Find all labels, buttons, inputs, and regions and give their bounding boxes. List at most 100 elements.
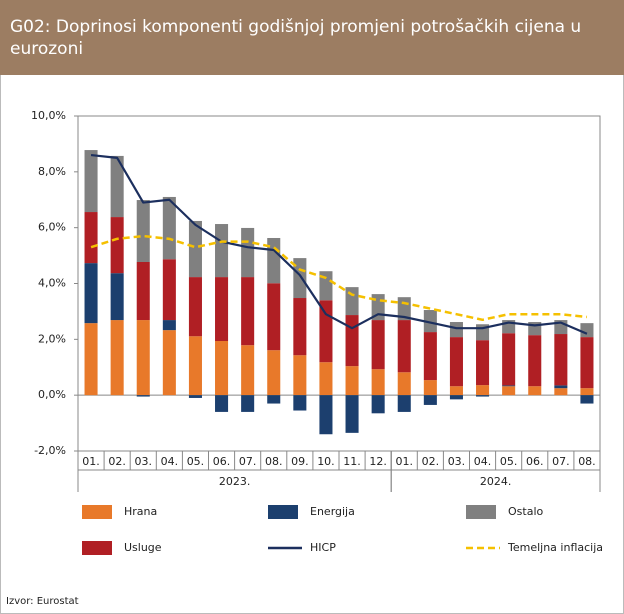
bar bbox=[162, 259, 176, 321]
x-tick-label: 01. bbox=[82, 455, 100, 468]
bar bbox=[84, 212, 98, 264]
legend-label: Energija bbox=[310, 505, 355, 518]
bar bbox=[293, 395, 307, 411]
bar bbox=[267, 395, 281, 404]
bar bbox=[554, 385, 568, 389]
bar bbox=[110, 273, 124, 321]
legend-swatch bbox=[82, 505, 112, 519]
bar bbox=[449, 337, 463, 387]
bar bbox=[188, 220, 202, 278]
bar bbox=[84, 263, 98, 324]
bar bbox=[293, 258, 307, 299]
x-tick-label: 01. bbox=[396, 455, 414, 468]
bar bbox=[371, 369, 385, 396]
x-group-label: 2024. bbox=[480, 475, 512, 488]
x-tick-label: 09. bbox=[291, 455, 309, 468]
bar bbox=[397, 320, 411, 373]
bar bbox=[84, 323, 98, 396]
x-group-label: 2023. bbox=[219, 475, 251, 488]
x-tick-label: 05. bbox=[187, 455, 205, 468]
y-tick-label: 6,0% bbox=[38, 221, 66, 234]
bar bbox=[423, 332, 437, 381]
bar bbox=[476, 395, 490, 397]
x-tick-label: 03. bbox=[448, 455, 466, 468]
y-tick-label: 10,0% bbox=[31, 109, 66, 122]
chart-title: G02: Doprinosi komponenti godišnjoj prom… bbox=[0, 0, 624, 75]
bar bbox=[319, 395, 333, 435]
bar bbox=[319, 271, 333, 301]
bar bbox=[241, 395, 255, 412]
bar bbox=[188, 336, 202, 396]
bar bbox=[136, 262, 150, 321]
bar bbox=[188, 277, 202, 337]
x-tick-label: 02. bbox=[422, 455, 440, 468]
bar bbox=[293, 298, 307, 356]
bar bbox=[319, 300, 333, 363]
bar bbox=[345, 287, 359, 316]
bar bbox=[84, 150, 98, 213]
y-tick-label: -2,0% bbox=[34, 444, 66, 457]
bar bbox=[162, 196, 176, 260]
x-tick-label: 08. bbox=[578, 455, 596, 468]
bar bbox=[580, 395, 594, 404]
bar bbox=[502, 386, 516, 396]
line-series bbox=[90, 234, 588, 322]
bar bbox=[345, 366, 359, 396]
bar bbox=[397, 395, 411, 412]
bar bbox=[162, 320, 176, 331]
bar bbox=[345, 315, 359, 367]
x-tick-label: 10. bbox=[317, 455, 335, 468]
bar bbox=[110, 320, 124, 396]
bar bbox=[502, 333, 516, 386]
bar bbox=[188, 395, 202, 398]
y-tick-label: 0,0% bbox=[38, 388, 66, 401]
source: Izvor: Eurostat bbox=[6, 596, 79, 607]
bar bbox=[136, 395, 150, 397]
line-series bbox=[90, 153, 588, 335]
x-tick-label: 07. bbox=[552, 455, 570, 468]
x-tick-label: 03. bbox=[135, 455, 153, 468]
bar bbox=[136, 200, 150, 263]
bar bbox=[241, 345, 255, 396]
bar bbox=[345, 395, 359, 433]
legend-label: Temeljna inflacija bbox=[507, 541, 603, 554]
x-tick-label: 06. bbox=[213, 455, 231, 468]
bar bbox=[554, 334, 568, 386]
bar bbox=[241, 277, 255, 346]
bar bbox=[241, 227, 255, 278]
bar bbox=[580, 337, 594, 389]
legend-swatch bbox=[466, 505, 496, 519]
bar bbox=[423, 395, 437, 405]
bar bbox=[110, 155, 124, 218]
x-tick-label: 02. bbox=[108, 455, 126, 468]
legend-swatch bbox=[82, 541, 112, 555]
bar bbox=[110, 217, 124, 274]
legend-label: Hrana bbox=[124, 505, 157, 518]
bar bbox=[267, 283, 281, 351]
y-tick-label: 2,0% bbox=[38, 332, 66, 345]
bar bbox=[449, 395, 463, 400]
bar bbox=[267, 350, 281, 396]
x-tick-label: 06. bbox=[526, 455, 544, 468]
bar bbox=[554, 388, 568, 396]
bar bbox=[371, 320, 385, 370]
x-tick-label: 07. bbox=[239, 455, 257, 468]
x-tick-label: 05. bbox=[500, 455, 518, 468]
bar bbox=[580, 388, 594, 396]
bar bbox=[215, 224, 229, 278]
bar bbox=[423, 310, 437, 333]
bar bbox=[528, 335, 542, 387]
bar bbox=[423, 380, 437, 396]
x-tick-label: 11. bbox=[343, 455, 361, 468]
legend-label: Ostalo bbox=[508, 505, 543, 518]
bar bbox=[267, 237, 281, 284]
bar bbox=[319, 362, 333, 396]
legend-label: Usluge bbox=[124, 541, 162, 554]
bar bbox=[528, 386, 542, 396]
bar bbox=[502, 385, 516, 387]
legend-label: HICP bbox=[310, 541, 336, 554]
bar bbox=[476, 385, 490, 396]
y-tick-label: 8,0% bbox=[38, 165, 66, 178]
bar bbox=[215, 277, 229, 342]
bar bbox=[371, 395, 385, 414]
